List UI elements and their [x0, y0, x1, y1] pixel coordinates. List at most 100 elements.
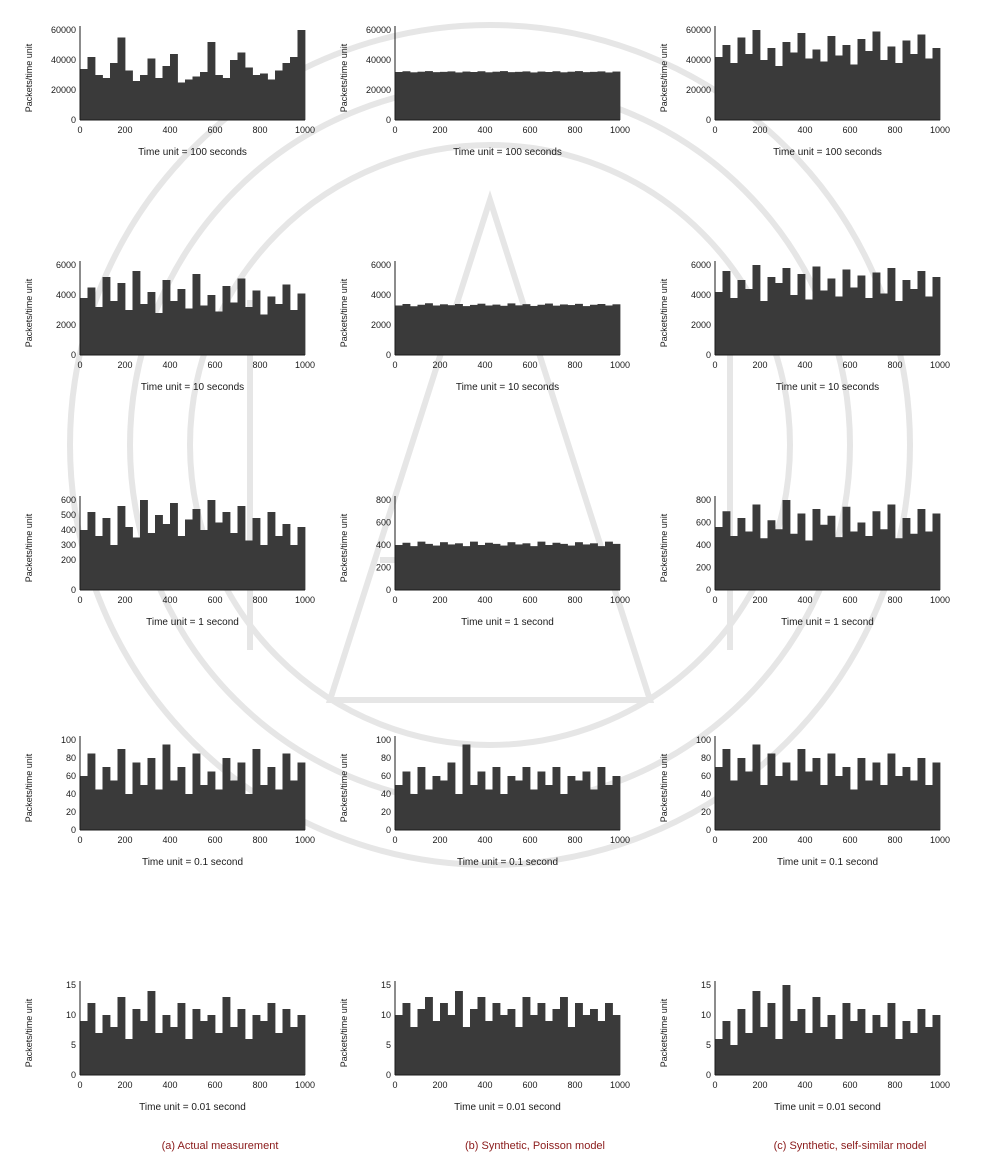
bar	[910, 54, 918, 120]
bar	[752, 991, 761, 1075]
x-tick-label: 600	[842, 1080, 857, 1090]
bar	[722, 749, 731, 830]
bar	[102, 78, 111, 120]
bar	[805, 1033, 813, 1075]
bar	[560, 997, 568, 1075]
bar	[500, 305, 508, 355]
bar	[872, 272, 881, 355]
y-axis-label: Packets/time unit	[659, 278, 669, 347]
bar	[590, 1009, 598, 1075]
bar	[117, 506, 126, 590]
chart-svg-c5: 0 200 400 600 800 1000 0 5 10 15 Packets/time unit…	[659, 980, 950, 1113]
x-tick-label: 1000	[930, 125, 950, 135]
bar	[895, 1039, 903, 1075]
bar	[790, 780, 798, 830]
bar	[730, 63, 738, 120]
bar	[865, 298, 873, 355]
bar	[185, 308, 193, 355]
bar	[252, 749, 261, 830]
bar	[395, 1015, 403, 1075]
bar	[477, 303, 486, 355]
bar	[485, 72, 493, 120]
bar	[925, 785, 933, 830]
bar	[812, 266, 821, 355]
y-tick-label: 0	[71, 825, 76, 835]
bar	[297, 762, 306, 830]
y-tick-label: 0	[71, 115, 76, 125]
bar	[252, 1015, 261, 1075]
y-axis-label: Packets/time unit	[339, 278, 349, 347]
bar	[267, 1003, 276, 1075]
y-tick-label: 2000	[691, 320, 711, 330]
bar	[470, 541, 478, 591]
bar	[117, 37, 126, 120]
bar	[857, 1009, 866, 1075]
bar	[297, 1015, 306, 1075]
bar	[477, 545, 486, 590]
bar	[872, 511, 881, 590]
bar	[290, 780, 298, 830]
bar	[537, 771, 546, 830]
bar	[477, 71, 486, 120]
bar	[820, 1027, 828, 1075]
y-tick-label: 600	[61, 495, 76, 505]
y-axis-label: Packets/time unit	[24, 998, 34, 1067]
x-tick-label: 600	[842, 125, 857, 135]
bar	[760, 785, 768, 830]
bar	[612, 71, 621, 120]
bar	[597, 1021, 606, 1075]
x-axis-label: Time unit = 0.1 second	[142, 857, 243, 868]
y-tick-label: 200	[696, 563, 711, 573]
x-tick-label: 800	[887, 125, 902, 135]
bar	[537, 304, 546, 355]
bar	[245, 307, 253, 355]
bar	[395, 72, 403, 120]
bar	[752, 744, 761, 830]
bar	[237, 278, 246, 355]
bar	[192, 76, 201, 120]
y-tick-label: 40	[701, 789, 711, 799]
bar	[552, 71, 561, 120]
y-tick-label: 80	[701, 753, 711, 763]
bar	[820, 290, 828, 355]
chart-svg-a1: 0 200 400 600 800 1000 0 20000 40000 60000 Packets…	[24, 25, 315, 158]
bar	[552, 1009, 561, 1075]
bar	[715, 57, 723, 120]
bar	[575, 542, 583, 590]
bar	[410, 72, 418, 120]
bar	[767, 753, 776, 830]
bar	[522, 304, 531, 355]
bar	[567, 545, 576, 590]
bar	[880, 293, 888, 355]
y-axis-label: Packets/time unit	[24, 753, 34, 822]
bar	[485, 305, 493, 355]
bar	[410, 1027, 418, 1075]
bar	[110, 1027, 118, 1075]
bar	[462, 744, 471, 830]
chart-c5: 0 200 400 600 800 1000 0 5 10 15 Packets/time unit…	[655, 975, 955, 1115]
chart-svg-a2: 0 200 400 600 800 1000 0 2000 4000 6000 Packets/ti…	[24, 260, 315, 393]
x-tick-label: 400	[162, 595, 177, 605]
bar	[737, 1009, 746, 1075]
bar	[282, 1009, 291, 1075]
bar	[760, 538, 768, 590]
bar	[872, 31, 881, 120]
x-tick-label: 800	[887, 595, 902, 605]
bar	[80, 776, 88, 830]
bar	[715, 767, 723, 830]
bar	[440, 1003, 448, 1075]
y-tick-label: 0	[71, 1070, 76, 1080]
bar	[857, 522, 866, 590]
bar	[245, 1039, 253, 1075]
bar	[192, 753, 201, 830]
y-tick-label: 0	[706, 585, 711, 595]
bar	[402, 542, 411, 590]
bar	[775, 283, 783, 355]
bar	[425, 71, 433, 120]
y-tick-label: 60000	[366, 25, 391, 35]
y-tick-label: 2000	[56, 320, 76, 330]
bar	[530, 546, 538, 591]
x-tick-label: 0	[392, 835, 397, 845]
bar	[782, 42, 791, 120]
bar	[730, 1045, 738, 1075]
